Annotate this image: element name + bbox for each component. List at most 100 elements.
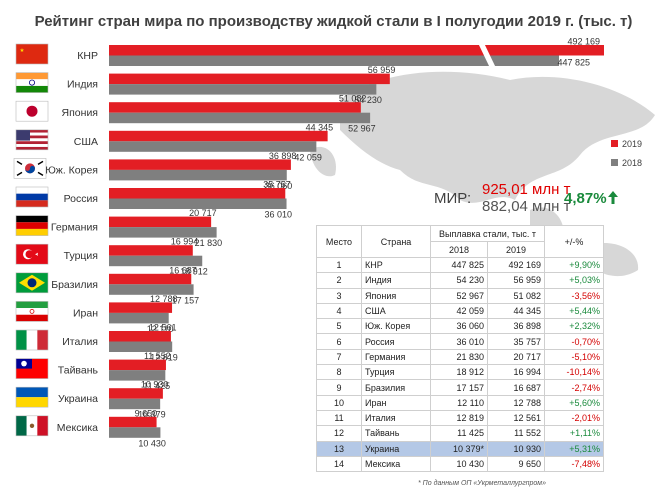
legend-item-2018: 2018 — [611, 153, 642, 172]
table-cell-place: 12 — [316, 425, 362, 442]
turkey-flag-icon — [15, 243, 49, 265]
data-label-2019: 51 082 — [339, 94, 367, 104]
table-cell-2019: 56 959 — [487, 272, 545, 289]
table-cell-change: +5,44% — [544, 302, 604, 320]
table-cell-country: Турция — [361, 364, 431, 381]
table-cell-place: 8 — [316, 364, 362, 381]
table-cell-2019: 36 898 — [487, 318, 545, 335]
table-cell-2018: 42 059 — [430, 302, 488, 320]
table-cell-country: Италия — [361, 409, 431, 427]
category-label: Иран — [73, 307, 98, 319]
table-cell-2018: 54 230 — [430, 272, 488, 289]
data-label-2019: 9 650 — [135, 408, 158, 418]
bar-2019 — [109, 216, 212, 228]
bar-2018 — [109, 112, 371, 124]
ukraine-flag-icon — [15, 386, 49, 408]
table-row: 14 Мексика 10 430 9 650 -7,48% — [316, 455, 604, 473]
table-cell-country: Бразилия — [361, 379, 431, 396]
bar-2018 — [109, 169, 287, 181]
table-cell-country: Россия — [361, 333, 431, 350]
data-label-2019: 12 561 — [149, 323, 177, 333]
category-label: Турция — [64, 250, 98, 262]
header-place: Место — [316, 225, 362, 258]
table-cell-country: Мексика — [361, 455, 431, 473]
category-label: Юж. Корея — [45, 164, 98, 176]
world-change: 4,87% — [564, 190, 618, 207]
data-label-2018: 12 819 — [150, 353, 178, 363]
category-label: Индия — [67, 79, 98, 91]
data-label-2018: 10 430 — [138, 438, 166, 448]
bar-2019 — [109, 73, 390, 85]
iran-flag-icon — [15, 301, 49, 322]
table-cell-country: Тайвань — [361, 425, 431, 442]
japan-flag-icon — [15, 100, 49, 122]
bar-2019 — [109, 388, 163, 399]
category-label: Мексика — [57, 422, 98, 434]
category-label: Украина — [58, 393, 98, 405]
china-flag-icon — [15, 43, 49, 65]
header-country: Страна — [361, 225, 431, 258]
data-label-2018: 21 830 — [195, 238, 223, 248]
table-cell-2018: 18 912 — [430, 364, 488, 381]
bar-2019 — [109, 245, 193, 256]
data-label-2018: 10 379 — [138, 410, 166, 420]
table-cell-change: +9,90% — [544, 256, 604, 274]
bar-2018 — [109, 55, 559, 66]
category-label: Бразилия — [51, 279, 98, 291]
table-cell-2019: 12 788 — [487, 394, 545, 411]
table-cell-place: 5 — [316, 318, 362, 335]
table-cell-place: 10 — [316, 394, 362, 411]
table-cell-2018: 11 425 — [430, 425, 488, 442]
brazil-flag-icon — [15, 272, 49, 294]
taiwan-flag-icon — [15, 358, 49, 379]
data-label-2018: 447 825 — [557, 58, 590, 68]
table-cell-2019: 51 082 — [487, 287, 545, 304]
category-label: Япония — [62, 107, 98, 119]
chart-legend: 2019 2018 — [611, 134, 642, 172]
data-label-2019: 11 552 — [144, 351, 171, 361]
bar-2019 — [109, 188, 286, 199]
germany-flag-icon — [15, 215, 49, 236]
table-cell-change: +1,11% — [544, 425, 604, 442]
table-cell-2018: 12 819 — [430, 409, 488, 427]
bar-2018 — [109, 255, 203, 267]
table-cell-2018: 10 379* — [430, 440, 488, 457]
table-row: 9 Бразилия 17 157 16 687 -2,74% — [316, 379, 604, 396]
data-label-2019: 16 994 — [171, 237, 199, 247]
table-cell-2019: 16 687 — [487, 379, 545, 396]
data-label-2018: 12 110 — [147, 324, 174, 334]
table-cell-country: Япония — [361, 287, 431, 304]
header-output: Выплавка стали, тыс. т — [430, 225, 545, 242]
category-label: Германия — [51, 222, 98, 234]
data-label-2019: 10 930 — [141, 380, 169, 390]
table-cell-place: 14 — [316, 455, 362, 473]
table-cell-2019: 16 994 — [487, 364, 545, 381]
footnote: * По данным ОП «Укрметаллургпром» — [418, 480, 546, 487]
bar-2018 — [109, 398, 161, 410]
table-row: 5 Юж. Корея 36 060 36 898 +2,32% — [316, 318, 604, 335]
korea-flag-icon — [13, 158, 47, 179]
bar-2018 — [109, 427, 161, 438]
bar-2018 — [109, 84, 377, 95]
bar-2018 — [109, 370, 166, 381]
table-cell-2018: 12 110 — [430, 394, 488, 411]
data-label-2019: 36 898 — [269, 151, 297, 161]
table-cell-2018: 17 157 — [430, 379, 488, 396]
category-label: Россия — [64, 193, 98, 205]
table-cell-change: -7,48% — [544, 455, 604, 473]
table-cell-change: +2,32% — [544, 318, 604, 335]
table-cell-2019: 20 717 — [487, 348, 545, 366]
table-cell-change: +5,60% — [544, 394, 604, 411]
table-cell-place: 1 — [316, 256, 362, 274]
header-year-2019: 2019 — [487, 241, 545, 258]
data-label-2019: 12 788 — [150, 294, 178, 304]
legend-swatch-2019 — [611, 140, 618, 147]
bar-2019 — [109, 331, 171, 342]
header-year-2018: 2018 — [430, 241, 488, 258]
data-label-2019: 492 169 — [567, 37, 600, 47]
table-cell-country: КНР — [361, 256, 431, 274]
table-cell-place: 3 — [316, 287, 362, 304]
bar-2019 — [109, 130, 328, 142]
table-row: 1 КНР 447 825 492 169 +9,90% — [316, 256, 604, 274]
data-label-2018: 17 157 — [172, 295, 200, 305]
